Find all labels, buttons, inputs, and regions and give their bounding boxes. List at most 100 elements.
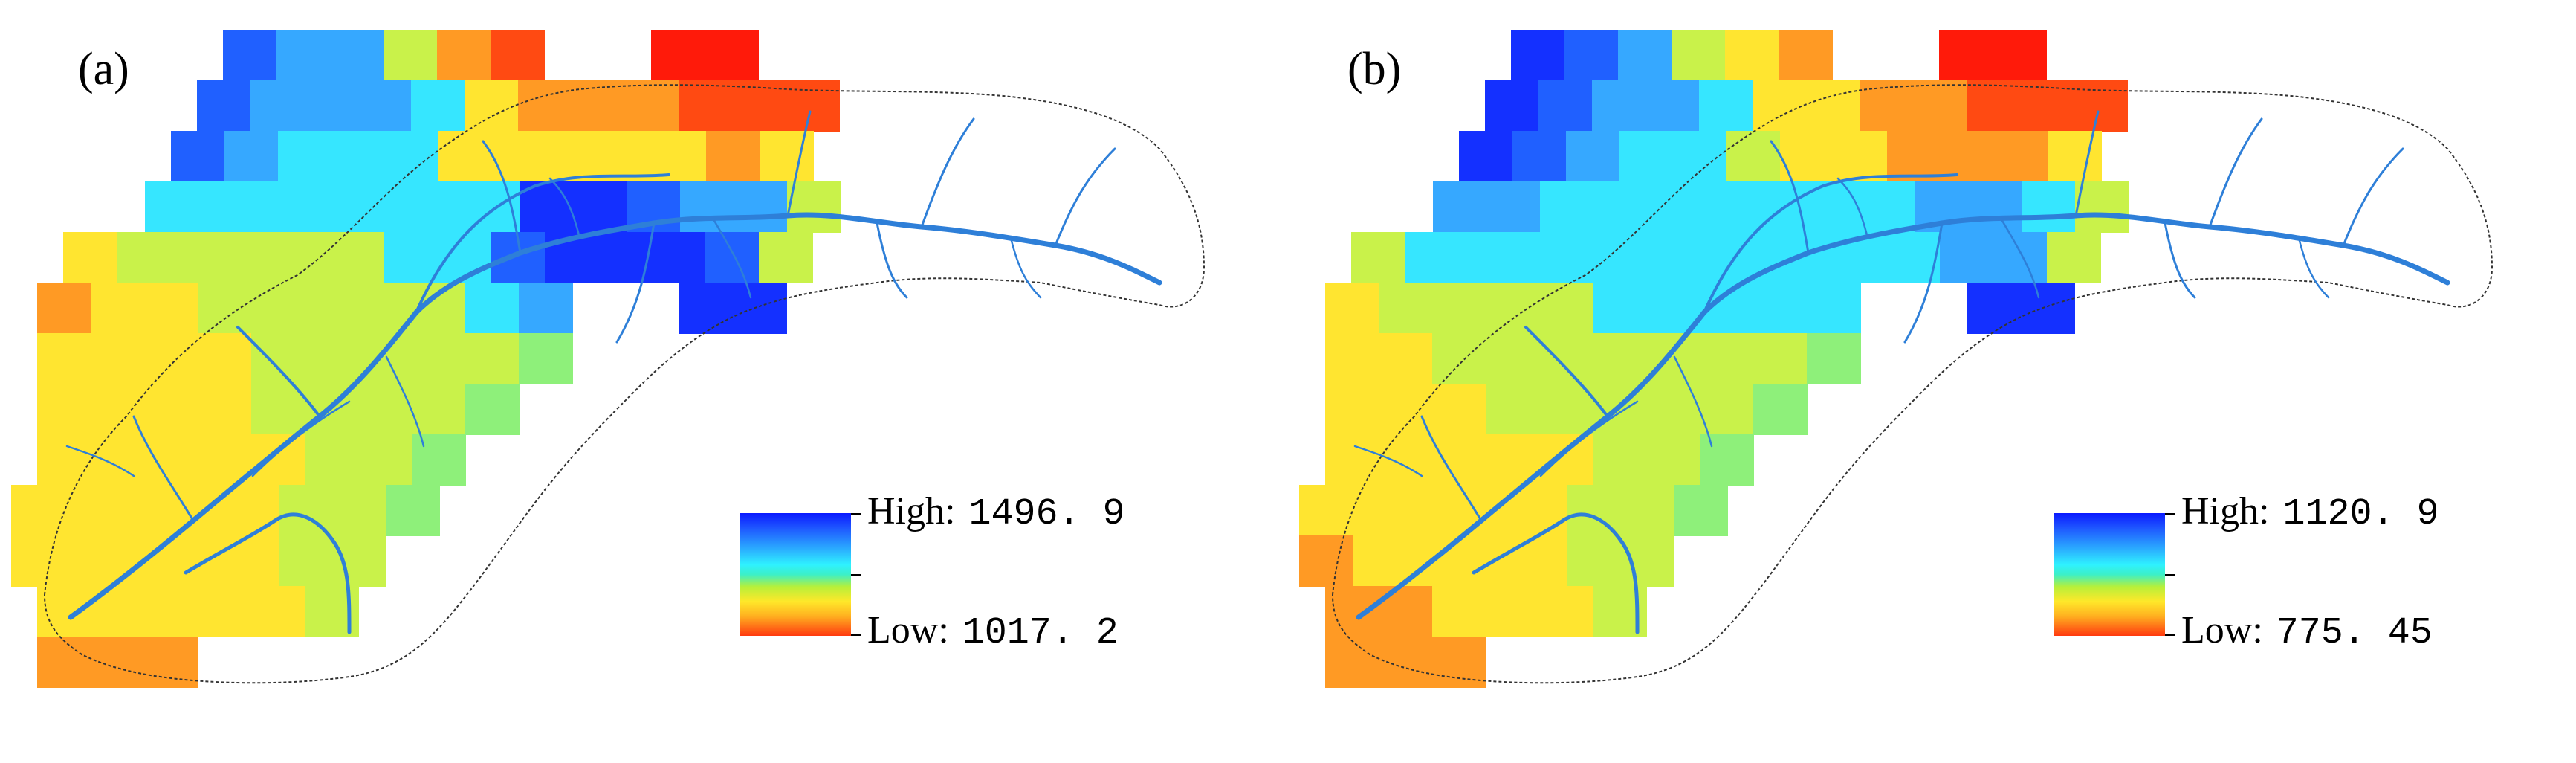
panel-label-a: (a) bbox=[78, 44, 129, 94]
raster-cell bbox=[1700, 333, 1754, 384]
raster-cell bbox=[251, 333, 305, 384]
raster-cell bbox=[1432, 384, 1486, 435]
raster-cell bbox=[198, 283, 252, 334]
raster-cell bbox=[1511, 30, 1565, 81]
raster-cell bbox=[2022, 181, 2076, 233]
raster-cell bbox=[305, 434, 359, 486]
raster-cell bbox=[277, 232, 331, 283]
raster-cell bbox=[144, 384, 198, 435]
raster-cell bbox=[1299, 485, 1353, 536]
raster-cell bbox=[251, 586, 305, 637]
raster-cell bbox=[625, 80, 679, 132]
raster-cell bbox=[384, 232, 438, 283]
raster-cell bbox=[1726, 131, 1781, 182]
raster-cell bbox=[1565, 232, 1619, 283]
raster-cell bbox=[198, 384, 252, 435]
raster-cells-a bbox=[11, 30, 841, 688]
raster-cell bbox=[1539, 333, 1593, 384]
raster-cell bbox=[2074, 80, 2128, 132]
raster-cell bbox=[1620, 485, 1674, 536]
raster-cell bbox=[651, 30, 705, 81]
legend-a: High: 1496. 9 Low: 1017. 2 bbox=[740, 490, 1125, 654]
raster-cell bbox=[2048, 131, 2102, 182]
raster-cell bbox=[1753, 333, 1808, 384]
legend-high-value-b: 1120. 9 bbox=[2282, 493, 2439, 535]
raster-cell bbox=[1993, 232, 2048, 283]
color-ramp-b bbox=[2054, 513, 2165, 636]
raster-cell bbox=[225, 535, 279, 587]
raster-cell bbox=[760, 131, 814, 182]
raster-cell bbox=[732, 80, 786, 132]
raster-cell bbox=[144, 434, 198, 486]
raster-cell bbox=[546, 131, 600, 182]
legend-low-b: Low: 775. 45 bbox=[2181, 608, 2433, 654]
raster-cell bbox=[1700, 181, 1755, 233]
raster-cell bbox=[37, 637, 91, 688]
legend-low-value-a: 1017. 2 bbox=[962, 612, 1119, 654]
panel-b: (b) High: 1120. 9 Low: 775. 45 bbox=[1288, 0, 2576, 763]
raster-cell bbox=[465, 333, 520, 384]
raster-cell bbox=[1674, 485, 1728, 536]
raster-cell bbox=[1834, 131, 1888, 182]
raster-cell bbox=[198, 333, 252, 384]
raster-cell bbox=[251, 283, 305, 334]
raster-cells-b bbox=[1299, 30, 2129, 688]
raster-cell bbox=[197, 80, 251, 132]
raster-cell bbox=[412, 384, 466, 435]
raster-cell bbox=[1567, 535, 1621, 587]
raster-cell bbox=[1593, 333, 1647, 384]
raster-cell bbox=[1593, 181, 1648, 233]
raster-cell bbox=[171, 131, 225, 182]
raster-cell bbox=[1539, 434, 1593, 486]
raster-cell bbox=[252, 181, 306, 233]
raster-cell bbox=[1433, 181, 1487, 233]
raster-cell bbox=[1432, 434, 1486, 486]
raster-cell bbox=[357, 80, 412, 132]
raster-cell bbox=[172, 535, 226, 587]
legend-b: High: 1120. 9 Low: 775. 45 bbox=[2054, 490, 2439, 654]
raster-cell bbox=[1539, 586, 1593, 637]
raster-cell bbox=[358, 384, 412, 435]
raster-cell bbox=[1645, 80, 1700, 132]
raster-cell bbox=[1994, 131, 2048, 182]
raster-cell bbox=[1593, 283, 1647, 334]
raster-cell bbox=[1646, 434, 1700, 486]
raster-cell bbox=[145, 181, 199, 233]
raster-cell bbox=[1325, 434, 1379, 486]
legend-tick-high-b bbox=[2165, 513, 2175, 515]
raster-cell bbox=[386, 485, 440, 536]
raster-cell bbox=[1806, 80, 1860, 132]
raster-cell bbox=[331, 131, 386, 182]
legend-low-label-b: Low: bbox=[2181, 609, 2263, 651]
raster-cell bbox=[1941, 131, 1995, 182]
raster-cell bbox=[1753, 384, 1808, 435]
raster-cell bbox=[91, 333, 145, 384]
raster-cell bbox=[2020, 80, 2074, 132]
raster-cell bbox=[1592, 80, 1646, 132]
raster-cell bbox=[118, 485, 172, 536]
raster-cell bbox=[1486, 181, 1541, 233]
raster-cell bbox=[332, 485, 386, 536]
raster-cell bbox=[1432, 637, 1486, 688]
raster-cell bbox=[224, 232, 278, 283]
raster-cell bbox=[1432, 283, 1486, 334]
raster-cell bbox=[250, 80, 305, 132]
raster-cell bbox=[653, 131, 707, 182]
raster-cell bbox=[251, 434, 305, 486]
raster-cell bbox=[1619, 131, 1674, 182]
panel-a: (a) High: 1496. 9 Low: 1017. 2 bbox=[11, 30, 1206, 688]
raster-cell bbox=[279, 535, 333, 587]
raster-cell bbox=[384, 30, 438, 81]
raster-cell bbox=[599, 131, 653, 182]
raster-cell bbox=[1379, 434, 1433, 486]
raster-cell bbox=[144, 637, 198, 688]
raster-cell bbox=[332, 535, 386, 587]
raster-cell bbox=[1807, 333, 1861, 384]
raster-cell bbox=[786, 80, 840, 132]
raster-cell bbox=[305, 181, 360, 233]
raster-cell bbox=[1325, 637, 1379, 688]
raster-cell bbox=[1539, 384, 1593, 435]
raster-cell bbox=[91, 434, 145, 486]
raster-cell bbox=[1993, 30, 2047, 81]
legend-tick-high-a bbox=[851, 513, 861, 515]
